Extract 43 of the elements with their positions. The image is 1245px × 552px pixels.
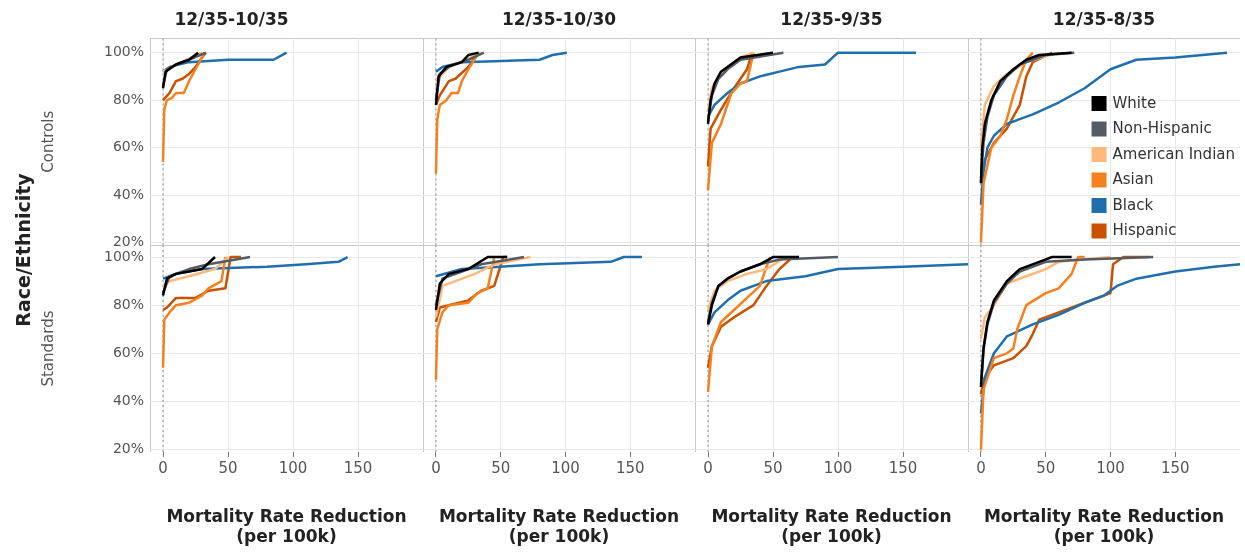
y-tick-label: 20% [112,440,144,457]
x-tick-label: 0 [703,458,713,477]
x-tick-label: 0 [158,458,168,477]
y-tick-label: 100% [103,247,144,264]
y-tick-label: 80% [112,295,144,312]
text: Race/Ethnicity [11,173,34,327]
x-axis-title: Mortality Rate Reduction (per 100k) [438,505,680,547]
legend-label: Non-Hispanic [1112,119,1212,138]
x-tick-label: 150 [343,458,373,477]
x-tick-label: 50 [491,458,511,477]
x-tick-label: 0 [976,458,986,477]
legend-label: White [1112,93,1157,112]
x-tick-label: 50 [763,458,783,477]
x-tick-label: 100 [278,458,308,477]
y-tick-label: 60% [112,138,144,155]
legend-label: Hispanic [1112,221,1177,240]
x-axis-title: Mortality Rate Reduction (per 100k) [711,505,952,547]
x-tick-label: 50 [1036,458,1056,477]
x-tick-label: 150 [888,458,918,477]
x-axis-title: Mortality Rate Reduction (per 100k) [166,505,407,547]
y-tick-label: 60% [112,343,144,360]
chart-title: 12/35-10/30 [501,8,617,29]
x-tick-label: 100 [823,458,853,477]
x-tick-label: 150 [1160,458,1190,477]
y-axis-title: Controls [38,110,57,173]
y-tick-label: 40% [112,185,144,202]
y-tick-label: 40% [112,392,144,409]
x-tick-label: 100 [551,458,580,477]
y-tick-label: 80% [112,90,144,107]
chart-title: 12/35-9/35 [780,8,883,29]
y-axis-title: Standards [38,310,57,387]
chart-title: 12/35-10/35 [174,8,289,29]
legend-label: Black [1112,195,1154,214]
y-tick-label: 20% [112,233,144,250]
x-axis-title: Mortality Rate Reduction (per 100k) [983,505,1225,547]
legend-label: American Indian [1112,144,1235,163]
x-tick-label: 0 [431,458,441,477]
x-tick-label: 150 [615,458,645,477]
x-tick-label: 100 [1096,458,1125,477]
legend-label: Asian [1112,170,1154,189]
chart-title: 12/35-8/35 [1052,8,1156,29]
x-tick-label: 50 [218,458,238,477]
y-tick-label: 100% [103,43,144,60]
